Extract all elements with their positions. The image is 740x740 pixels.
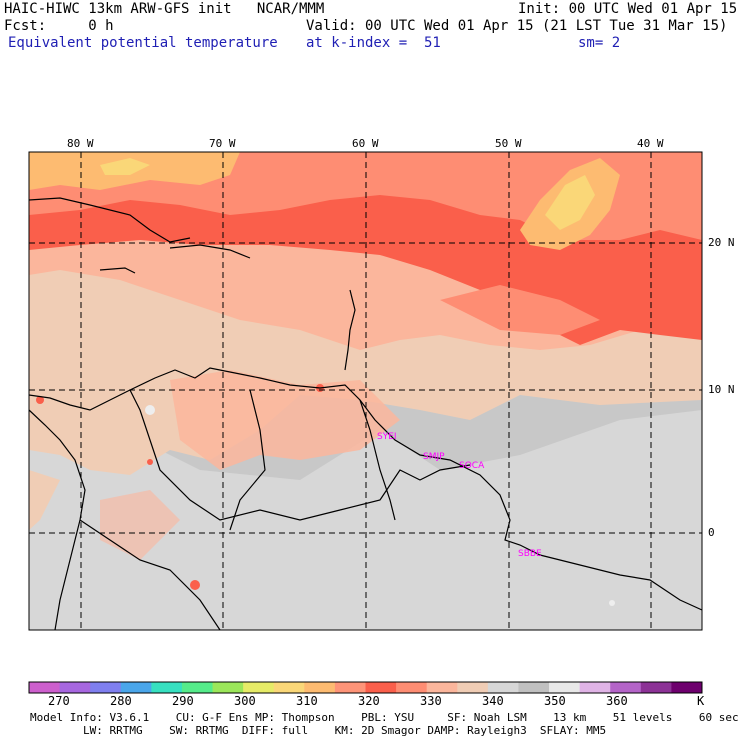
colorbar-swatch: [549, 682, 581, 693]
colorbar-frame: [28, 681, 703, 694]
station-soca: SOCA: [459, 461, 485, 471]
colorbar-swatch: [671, 682, 703, 693]
colorbar-label-360: 360: [606, 694, 628, 708]
field-350: [29, 410, 702, 630]
field-340-land: [170, 370, 400, 470]
field-name: Equivalent potential temperature: [8, 35, 278, 51]
colorbar-swatch: [365, 682, 397, 693]
model-info-line1: Model Info: V3.6.1 CU: G-F Ens MP: Thomp…: [30, 711, 739, 724]
station-sbbe: SBBE: [518, 549, 542, 559]
lat-label-10n: 10 N: [708, 383, 735, 396]
colorbar-label-310: 310: [296, 694, 318, 708]
field-315b: [100, 158, 150, 175]
lon-label-40w: 40 W: [637, 137, 664, 150]
lesser-antilles: [344, 289, 356, 371]
lon-label-60w: 60 W: [352, 137, 379, 150]
colorbar-swatch: [243, 682, 275, 693]
hispaniola-outline: [169, 244, 251, 259]
title-line: HAIC-HIWC 13km ARW-GFS init NCAR/MMM: [4, 1, 325, 17]
colorbar-swatch: [579, 682, 611, 693]
lat-label-20n: 20 N: [708, 236, 735, 249]
colorbar-swatch: [273, 682, 305, 693]
theta-e-field: [29, 152, 702, 630]
colorbar-swatch: [640, 682, 672, 693]
colorbar-label-280: 280: [110, 694, 132, 708]
colorbar-swatch: [90, 682, 122, 693]
model-info-line2: LW: RRTMG SW: RRTMG DIFF: full KM: 2D Sm…: [30, 724, 607, 737]
colorbar-label-340: 340: [482, 694, 504, 708]
colorbar-swatch: [212, 682, 244, 693]
colorbar-swatch: [487, 682, 519, 693]
field-315: [545, 175, 595, 230]
pacific-coast: [29, 409, 86, 630]
lon-label-70w: 70 W: [209, 137, 236, 150]
init-time: Init: 00 UTC Wed 01 Apr 15: [518, 1, 738, 17]
colorbar-swatch: [457, 682, 489, 693]
cuba-outline: [29, 197, 191, 243]
field-345b: [29, 470, 60, 530]
colorbar-swatch: [426, 682, 458, 693]
colorbar-swatch: [29, 682, 61, 693]
colorbar-swatch: [334, 682, 366, 693]
colorbar-swatch: [304, 682, 336, 693]
smoothing: sm= 2: [578, 35, 621, 51]
colorbar-swatch: [396, 682, 428, 693]
colorbar-swatch: [610, 682, 642, 693]
colorbar-swatch: [181, 682, 214, 693]
map-frame: [28, 151, 703, 631]
station-smjp: SMJP: [423, 452, 445, 462]
field-330b: [440, 285, 600, 335]
lon-label-50w: 50 W: [495, 137, 522, 150]
colorbar-label-290: 290: [172, 694, 194, 708]
colorbar: [28, 681, 703, 694]
colorbar-label-330: 330: [420, 694, 442, 708]
colorbar-swatch: [151, 682, 183, 693]
colorbar-swatch: [59, 682, 91, 693]
colorbar-units: K: [697, 694, 705, 708]
colorbar-label-270: 270: [48, 694, 70, 708]
border-1: [129, 389, 471, 521]
jamaica-outline: [99, 267, 136, 274]
field-340-patch: [100, 490, 180, 560]
valid-time: Valid: 00 UTC Wed 01 Apr 15 (21 LST Tue …: [306, 18, 728, 34]
border-3: [359, 399, 396, 521]
colorbar-label-350: 350: [544, 694, 566, 708]
station-syei: SYEI: [377, 432, 397, 442]
lat-label-0: 0: [708, 526, 715, 539]
colorbar-swatch: [518, 682, 550, 693]
border-4: [79, 519, 221, 630]
level-index: at k-index = 51: [306, 35, 441, 51]
colorbar-swatch: [120, 682, 152, 693]
lon-label-80w: 80 W: [67, 137, 94, 150]
colorbar-label-300: 300: [234, 694, 256, 708]
border-2: [229, 389, 266, 531]
forecast-hour: Fcst: 0 h: [4, 18, 114, 34]
colorbar-label-320: 320: [358, 694, 380, 708]
graticule: [29, 152, 702, 630]
